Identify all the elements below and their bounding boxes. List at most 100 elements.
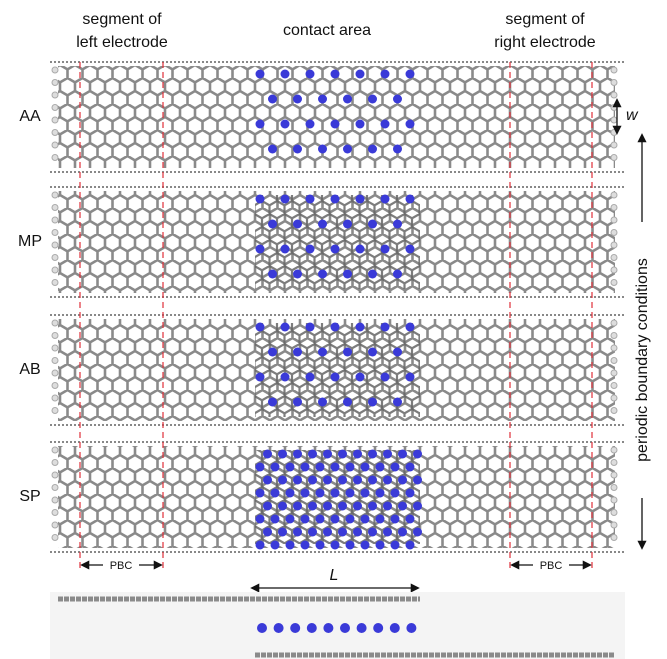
nitrogen-atom: [316, 541, 325, 550]
nitrogen-atom: [356, 373, 365, 382]
nitrogen-atom: [306, 120, 315, 129]
nitrogen-atom: [301, 463, 310, 472]
nitrogen-atom: [293, 476, 302, 485]
h-atom: [611, 255, 617, 261]
nitrogen-atom: [406, 70, 415, 79]
nitrogen-atom: [368, 476, 377, 485]
h-atom: [52, 395, 58, 401]
nitrogen-atom: [308, 528, 317, 537]
nitrogen-atom: [281, 323, 290, 332]
pbc-label: PBC: [540, 560, 563, 572]
nitrogen-atom: [268, 145, 277, 154]
h-atom: [52, 230, 58, 236]
nitrogen-atom: [331, 515, 340, 524]
nitrogen-atom: [357, 623, 367, 633]
nitrogen-atom: [286, 515, 295, 524]
nitrogen-atom: [323, 623, 333, 633]
h-atom: [52, 217, 58, 223]
nitrogen-atom: [361, 463, 370, 472]
nitrogen-atom: [293, 95, 302, 104]
nitrogen-atom: [368, 95, 377, 104]
nitrogen-atom: [301, 489, 310, 498]
nitrogen-atom: [381, 323, 390, 332]
nitrogen-atom: [281, 373, 290, 382]
h-atom: [611, 155, 617, 161]
h-atom: [52, 370, 58, 376]
nitrogen-atom: [381, 373, 390, 382]
nitrogen-atom: [361, 515, 370, 524]
h-atom: [611, 80, 617, 86]
row-label: MP: [18, 233, 42, 250]
nitrogen-atom: [343, 95, 352, 104]
nitrogen-atom: [406, 515, 415, 524]
h-atom: [52, 242, 58, 248]
nitrogen-atom: [286, 489, 295, 498]
h-atom: [611, 130, 617, 136]
nitrogen-atom: [281, 195, 290, 204]
h-atom: [52, 205, 58, 211]
nitrogen-atom: [256, 323, 265, 332]
nitrogen-atom: [308, 502, 317, 511]
nitrogen-atom: [331, 323, 340, 332]
nitrogen-atom: [376, 463, 385, 472]
nitrogen-atom: [356, 323, 365, 332]
nitrogen-atom: [268, 95, 277, 104]
h-atom: [611, 497, 617, 503]
h-atom: [611, 408, 617, 414]
nitrogen-atom: [373, 623, 383, 633]
nitrogen-atom: [390, 623, 400, 633]
ribbon-row: AB: [19, 315, 625, 425]
h-atom: [611, 358, 617, 364]
h-atom: [52, 192, 58, 198]
nitrogen-atom: [391, 515, 400, 524]
nitrogen-atom: [318, 398, 327, 407]
nitrogen-atom: [381, 70, 390, 79]
h-atom: [52, 267, 58, 273]
h-atom: [52, 485, 58, 491]
h-atom: [611, 105, 617, 111]
nitrogen-atom: [398, 450, 407, 459]
nitrogen-atom: [268, 270, 277, 279]
h-atom: [52, 320, 58, 326]
nitrogen-atom: [308, 476, 317, 485]
nitrogen-atom: [356, 195, 365, 204]
side-bg: [50, 592, 625, 659]
h-atom: [52, 460, 58, 466]
nitrogen-atom: [318, 95, 327, 104]
nitrogen-atom: [376, 515, 385, 524]
h-atom: [52, 333, 58, 339]
nitrogen-atom: [271, 489, 280, 498]
nitrogen-atom: [307, 623, 317, 633]
nitrogen-atom: [406, 120, 415, 129]
nitrogen-atom: [353, 476, 362, 485]
nitrogen-atom: [306, 245, 315, 254]
nitrogen-atom: [406, 463, 415, 472]
h-atom: [52, 105, 58, 111]
nitrogen-atom: [274, 623, 284, 633]
nitrogen-atom: [343, 348, 352, 357]
nitrogen-atom: [361, 489, 370, 498]
nitrogen-atom: [413, 528, 422, 537]
h-atom: [611, 333, 617, 339]
nitrogen-atom: [368, 398, 377, 407]
nitrogen-atom: [368, 502, 377, 511]
nitrogen-atom: [331, 541, 340, 550]
ribbon-row: SP: [19, 442, 625, 552]
nitrogen-atom: [391, 541, 400, 550]
nitrogen-atom: [383, 502, 392, 511]
h-atom: [52, 80, 58, 86]
nitrogen-atom: [316, 489, 325, 498]
nitrogen-atom: [281, 70, 290, 79]
nitrogen-atom: [323, 502, 332, 511]
h-atom: [611, 535, 617, 541]
nitrogen-atom: [398, 528, 407, 537]
nitrogen-atom: [268, 348, 277, 357]
nitrogen-atom: [301, 541, 310, 550]
nitrogen-atom: [263, 476, 272, 485]
nitrogen-atom: [343, 270, 352, 279]
nitrogen-atom: [406, 323, 415, 332]
nitrogen-atom: [346, 541, 355, 550]
nitrogen-atom: [318, 145, 327, 154]
rows: AAMPABSP: [18, 62, 625, 552]
h-atom: [611, 460, 617, 466]
